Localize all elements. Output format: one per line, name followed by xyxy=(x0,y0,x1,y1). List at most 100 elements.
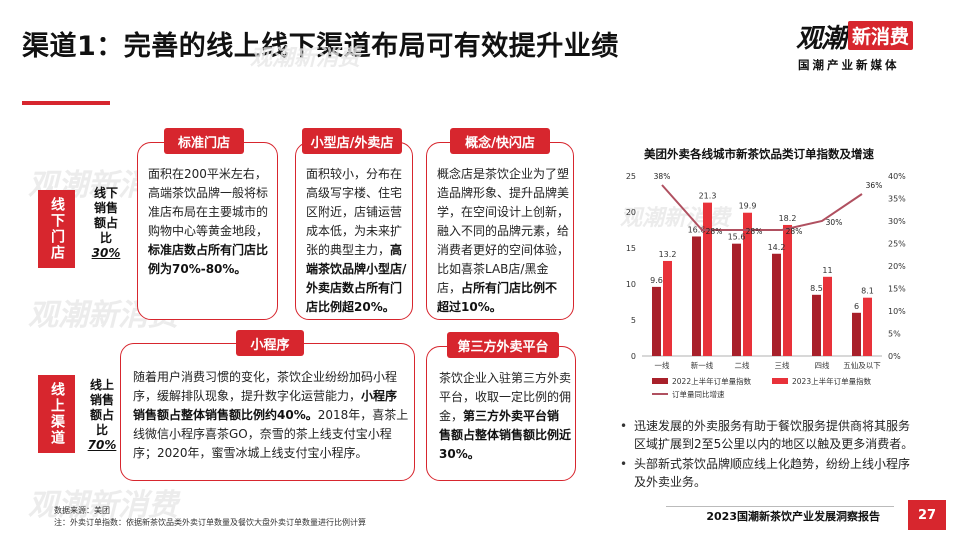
x-tick-label: 三线 xyxy=(775,360,790,370)
legend-label-2023: 2023上半年订单量指数 xyxy=(792,376,872,386)
bar-2023 xyxy=(743,212,752,356)
card-text-bold: 占所有门店比例不超过10%。 xyxy=(437,281,558,314)
bullet-item: 头部新式茶饮品牌顺应线上化趋势，纷纷上线小程序及外卖业务。 xyxy=(620,455,918,491)
offline-label-line: 比 xyxy=(99,231,112,245)
title-underline xyxy=(22,101,110,105)
bar-2023-label: 19.9 xyxy=(739,202,757,211)
bar-2023-label: 13.2 xyxy=(659,250,677,259)
card-text-plain: 随着用户消费习惯的变化，茶饮企业纷纷加码小程序，缓解排队现象，提升数字化运营能力… xyxy=(133,370,398,403)
brand-logo: 观潮 新消费 国潮产业新媒体 xyxy=(796,18,946,82)
growth-label: 28% xyxy=(746,227,763,236)
y2-tick-label: 40% xyxy=(888,172,906,181)
online-label-line: 比 xyxy=(95,423,108,437)
pill-third-party-delivery: 第三方外卖平台 xyxy=(447,332,559,358)
card-mini-program: 随着用户消费习惯的变化，茶饮企业纷纷加码小程序，缓解排队现象，提升数字化运营能力… xyxy=(120,343,415,481)
y-tick-label: 15 xyxy=(626,244,636,253)
bar-2023 xyxy=(783,224,792,356)
logo-box-text: 新消费 xyxy=(848,21,914,50)
y2-tick-label: 0% xyxy=(888,352,901,361)
logo-subtitle: 国潮产业新媒体 xyxy=(798,58,900,72)
page-title: 渠道1：完善的线上线下渠道布局可有效提升业绩 xyxy=(22,31,619,62)
bar-2023 xyxy=(663,260,672,356)
offline-share-percent: 30% xyxy=(91,246,121,260)
online-share-label: 线上 销售 额占 比 70% xyxy=(84,378,120,453)
footnote: 注：外卖订单指数：依据新茶饮品类外卖订单数量及餐饮大盘外卖订单数量进行比例计算 xyxy=(54,518,366,527)
pill-mini-program: 小程序 xyxy=(236,330,304,356)
y-tick-label: 5 xyxy=(631,316,636,325)
pill-concept-store: 概念/快闪店 xyxy=(450,128,550,154)
bar-2022-label: 14.2 xyxy=(768,243,786,252)
card-concept-store: 概念店是茶饮企业为了塑造品牌形象、提升品牌美学，在空间设计上创新，融入不同的品牌… xyxy=(426,142,574,320)
x-tick-label: 新一线 xyxy=(691,360,714,370)
y2-tick-label: 35% xyxy=(888,195,906,204)
offline-label-line: 销售 xyxy=(93,201,118,215)
offline-share-label: 线下 销售 额占 比 30% xyxy=(88,186,124,261)
offline-label-line: 额占 xyxy=(93,216,118,230)
bar-2023-label: 11 xyxy=(822,266,832,275)
page-number: 27 xyxy=(908,500,946,530)
growth-label: 28% xyxy=(706,227,723,236)
bar-2023-label: 21.3 xyxy=(699,192,717,201)
card-standard-store-text: 面积在200平米左右，高端茶饮品牌一般将标准店布局在主要城市的购物中心等黄金地段… xyxy=(148,165,272,279)
card-third-party-delivery: 茶饮企业入驻第三方外卖平台，收取一定比例的佣金，第三方外卖平台销售额占整体销售额… xyxy=(426,346,576,481)
bar-2022-label: 6 xyxy=(854,302,859,311)
legend-swatch-2023 xyxy=(772,378,788,384)
card-standard-store: 面积在200平米左右，高端茶饮品牌一般将标准店布局在主要城市的购物中心等黄金地段… xyxy=(137,142,278,320)
bar-2022-label: 15.6 xyxy=(728,233,746,242)
card-text-plain: 概念店是茶饮企业为了塑造品牌形象、提升品牌美学，在空间设计上创新，融入不同的品牌… xyxy=(437,167,570,295)
x-tick-label: 一线 xyxy=(655,360,670,370)
logo-main-text: 观潮 xyxy=(796,24,847,54)
x-tick-label: 五仙及以下 xyxy=(843,360,881,370)
y-tick-label: 0 xyxy=(631,352,636,361)
online-label-line: 线上 xyxy=(89,378,114,392)
y-tick-label: 20 xyxy=(626,208,636,217)
bar-2022 xyxy=(732,243,741,356)
bar-2022 xyxy=(652,286,661,356)
bullet-list: 迅速发展的外卖服务有助于餐饮服务提供商将其服务区域扩展到2至5公里以内的地区以触… xyxy=(620,417,918,493)
growth-label: 30% xyxy=(826,218,843,227)
bar-2023-label: 8.1 xyxy=(861,287,874,296)
chart-title: 美团外卖各线城市新茶饮品类订单指数及增速 xyxy=(644,147,874,161)
bullet-item: 迅速发展的外卖服务有助于餐饮服务提供商将其服务区域扩展到2至5公里以内的地区以触… xyxy=(620,417,918,453)
card-text-plain: 面积较小，分布在高级写字楼、住宅区附近，店铺运营成本低，为未来扩张的典型主力， xyxy=(306,167,403,257)
y-tick-label: 25 xyxy=(626,172,636,181)
growth-label: 38% xyxy=(654,172,671,181)
watermark: 观潮新消费 xyxy=(28,488,178,523)
offline-label-line: 线下 xyxy=(93,186,118,200)
watermark: 观潮新消费 xyxy=(250,46,361,71)
footer-divider xyxy=(666,506,894,507)
card-mini-program-text: 随着用户消费习惯的变化，茶饮企业纷纷加码小程序，缓解排队现象，提升数字化运营能力… xyxy=(133,368,409,463)
y2-tick-label: 5% xyxy=(888,330,901,339)
card-text-bold: 高端茶饮品牌小型店/外卖店数占所有门店比例超20%。 xyxy=(306,243,407,314)
bar-2023 xyxy=(823,276,832,356)
x-tick-label: 四线 xyxy=(815,360,830,370)
legend-label-2022: 2022上半年订单量指数 xyxy=(672,376,752,386)
bar-2022 xyxy=(692,236,701,356)
bar-2023-label: 18.2 xyxy=(779,214,797,223)
card-text-bold: 第三方外卖平台销售额占整体销售额比例近30%。 xyxy=(439,409,572,461)
bar-2022-label: 8.5 xyxy=(810,284,823,293)
bar-2023 xyxy=(703,202,712,356)
pill-small-store: 小型店/外卖店 xyxy=(302,128,402,154)
bar-2022-label: 16.6 xyxy=(688,225,706,234)
offline-tab: 线下门店 xyxy=(38,190,75,268)
growth-label: 36% xyxy=(866,181,883,190)
card-small-store: 面积较小，分布在高级写字楼、住宅区附近，店铺运营成本低，为未来扩张的典型主力，高… xyxy=(295,142,413,320)
card-text-plain: 茶饮企业入驻第三方外卖平台，收取一定比例的佣金， xyxy=(439,371,572,423)
y2-tick-label: 10% xyxy=(888,307,906,316)
card-text-tail: 2018年，喜茶上线微信小程序喜茶GO，奈雪的茶上线支付宝小程序；2020年，蜜… xyxy=(133,408,409,460)
x-tick-label: 二线 xyxy=(735,360,750,370)
growth-line xyxy=(661,184,863,231)
bar-2023 xyxy=(863,297,872,356)
online-label-line: 额占 xyxy=(89,408,114,422)
online-share-percent: 70% xyxy=(87,438,117,452)
data-source-note: 数据来源：美团 xyxy=(54,506,110,515)
bar-2022 xyxy=(852,312,861,356)
bar-2022 xyxy=(812,294,821,356)
legend-label-growth: 订单量同比增速 xyxy=(672,389,725,399)
report-name: 2023国潮新茶饮产业发展洞察报告 xyxy=(706,510,880,523)
card-concept-store-text: 概念店是茶饮企业为了塑造品牌形象、提升品牌美学，在空间设计上创新，融入不同的品牌… xyxy=(437,165,569,317)
card-text-bold: 小程序销售额占整体销售额比例约40%。 xyxy=(133,389,398,422)
card-text-bold: 标准店数占所有门店比例为70%-80%。 xyxy=(148,243,269,276)
legend-swatch-2022 xyxy=(652,378,668,384)
